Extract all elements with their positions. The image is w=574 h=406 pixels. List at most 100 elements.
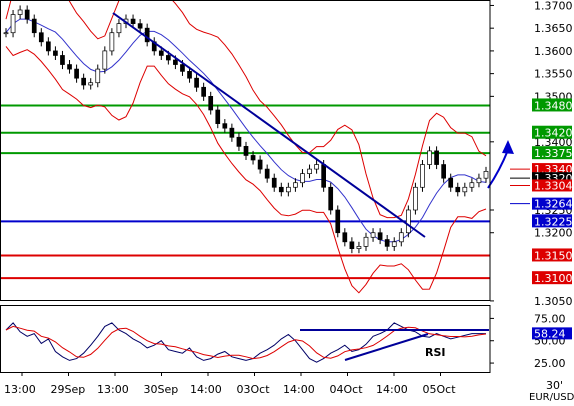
candle-body bbox=[363, 236, 369, 247]
rsi-signal-line bbox=[5, 325, 487, 360]
candle-body bbox=[391, 241, 397, 247]
level-label: 1.3420 bbox=[534, 127, 573, 140]
level-badge bbox=[532, 248, 572, 262]
price-tick-label: 1.3600 bbox=[534, 45, 573, 58]
candle-body bbox=[229, 127, 235, 138]
price-tick-label: 1.3700 bbox=[534, 0, 573, 12]
projection-arrowhead bbox=[502, 140, 514, 154]
price-panel-frame bbox=[0, 0, 491, 301]
candle-body bbox=[243, 146, 249, 156]
price-badge-label: 1.3264 bbox=[534, 198, 573, 211]
moving-average bbox=[5, 18, 487, 243]
candle-body bbox=[427, 150, 432, 165]
axis-labels: 1.37001.36501.36001.35501.35001.34001.32… bbox=[4, 0, 574, 403]
price-badge bbox=[532, 197, 572, 210]
time-tick-label: 03Oct bbox=[237, 383, 271, 396]
candle-body bbox=[166, 55, 171, 61]
bollinger-lower bbox=[5, 46, 487, 294]
candle-body bbox=[208, 96, 214, 111]
level-label: 1.3150 bbox=[534, 249, 573, 262]
time-tick-label: 14:00 bbox=[190, 383, 222, 396]
projection-arrow bbox=[487, 149, 509, 189]
bollinger-upper bbox=[5, 0, 487, 219]
candle-body bbox=[328, 186, 334, 211]
candle-body bbox=[222, 123, 228, 129]
candle-body bbox=[10, 14, 16, 34]
price-tick-label: 1.3050 bbox=[534, 295, 573, 308]
candle-body bbox=[3, 32, 9, 35]
time-tick-label: 29Sep bbox=[51, 383, 86, 396]
candle-body bbox=[67, 64, 72, 70]
candle-body bbox=[31, 18, 37, 34]
candle-body bbox=[434, 150, 439, 165]
candle-body bbox=[476, 177, 482, 184]
candle-body bbox=[201, 86, 206, 97]
time-tick-label: 05Oct bbox=[423, 383, 457, 396]
candle-body bbox=[342, 232, 348, 243]
level-label: 1.3375 bbox=[534, 147, 573, 160]
candle-body bbox=[130, 18, 136, 24]
price-tick-label: 1.3650 bbox=[534, 22, 573, 35]
candles bbox=[3, 5, 489, 254]
candle-body bbox=[38, 32, 44, 43]
candle-body bbox=[314, 164, 319, 170]
candle-body bbox=[398, 232, 404, 243]
price-tick-label: 1.3400 bbox=[534, 136, 573, 149]
downtrend-line bbox=[112, 12, 426, 238]
candle-body bbox=[483, 171, 489, 179]
price-tick-label: 1.3550 bbox=[534, 68, 573, 81]
time-tick-label: 04Oct bbox=[330, 383, 364, 396]
candle-body bbox=[60, 55, 65, 65]
level-label: 1.3480 bbox=[534, 99, 573, 112]
price-tick-label: 1.3200 bbox=[534, 227, 573, 240]
candle-body bbox=[278, 186, 284, 193]
instrument-label: EUR/USD bbox=[529, 392, 574, 402]
candle-body bbox=[194, 77, 199, 88]
candle-body bbox=[441, 164, 446, 179]
candle-body bbox=[236, 136, 242, 147]
candle-body bbox=[406, 209, 411, 234]
level-badge bbox=[532, 271, 572, 285]
candle-body bbox=[448, 177, 454, 188]
candle-body bbox=[250, 155, 256, 161]
candle-body bbox=[321, 164, 326, 188]
price-badge bbox=[532, 179, 572, 192]
level-label: 1.3100 bbox=[534, 272, 573, 285]
candle-body bbox=[420, 164, 425, 188]
level-label: 1.3225 bbox=[534, 215, 573, 228]
candle-body bbox=[349, 241, 355, 249]
candle-body bbox=[74, 68, 79, 79]
rsi-current-label: 58.24 bbox=[534, 327, 566, 340]
price-badge bbox=[532, 163, 572, 176]
candle-body bbox=[271, 177, 277, 188]
rsi-tick-label: 75.00 bbox=[534, 312, 566, 325]
level-badge bbox=[532, 98, 572, 112]
candle-body bbox=[17, 9, 23, 15]
candle-body bbox=[370, 232, 376, 238]
rsi-current-badge bbox=[532, 327, 572, 340]
candle-body bbox=[46, 41, 51, 52]
candle-body bbox=[335, 209, 341, 234]
candle-body bbox=[257, 159, 263, 170]
candle-body bbox=[307, 168, 312, 174]
candle-body bbox=[215, 109, 221, 124]
candle-body bbox=[137, 23, 143, 29]
candle-body bbox=[377, 232, 383, 240]
candle-body bbox=[286, 186, 291, 193]
candle-body bbox=[24, 9, 30, 20]
time-tick-label: 13:00 bbox=[4, 383, 36, 396]
candle-body bbox=[109, 32, 115, 52]
candle-body bbox=[413, 186, 418, 211]
level-badge bbox=[532, 214, 572, 228]
candle-body bbox=[53, 50, 58, 56]
level-badge bbox=[532, 125, 572, 139]
candle-body bbox=[158, 50, 164, 56]
candle-body bbox=[180, 64, 185, 72]
rsi-tick-label: 25.00 bbox=[534, 357, 566, 370]
candle-body bbox=[469, 182, 475, 188]
candle-body bbox=[88, 82, 94, 86]
candle-body bbox=[187, 71, 192, 79]
price-panel bbox=[3, 0, 514, 294]
candle-body bbox=[455, 186, 461, 193]
